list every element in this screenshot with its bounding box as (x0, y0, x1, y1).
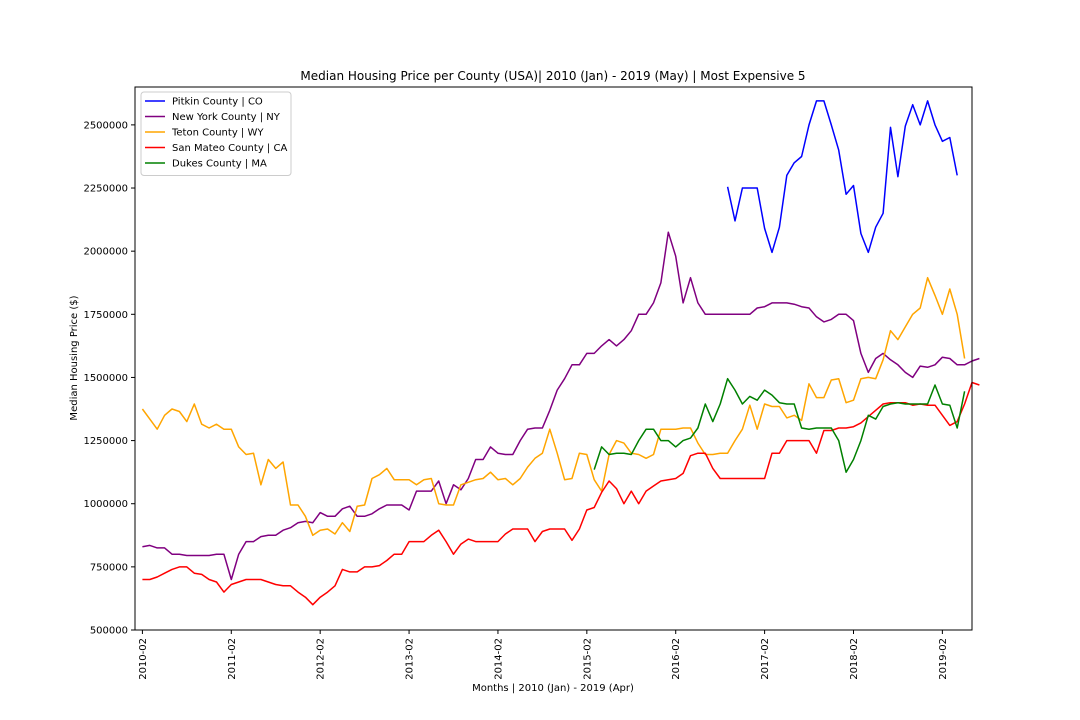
series-line-1 (142, 231, 980, 581)
y-tick-label-1: 750000 (90, 562, 128, 573)
y-tick-label-3: 1250000 (83, 436, 128, 447)
legend-box (140, 91, 292, 176)
x-tick-label-9: 2019-02 (938, 638, 949, 680)
x-tick-label-5: 2015-02 (582, 638, 593, 680)
legend-label-0: Pitkin County | CO (172, 97, 263, 108)
x-tick-label-4: 2014-02 (493, 638, 504, 680)
series-line-0 (726, 100, 958, 254)
x-axis-label: Months | 2010 (Jan) - 2019 (Apr) (472, 683, 634, 694)
legend-label-2: Teton County | WY (171, 128, 264, 139)
y-axis-label: Median Housing Price ($) (69, 295, 80, 420)
x-tick-label-6: 2016-02 (671, 638, 682, 680)
y-tick-label-6: 2000000 (83, 247, 128, 258)
y-tick-label-8: 2500000 (83, 120, 128, 131)
y-tick-label-7: 2250000 (83, 184, 128, 195)
y-tick-label-4: 1500000 (83, 373, 128, 384)
legend-label-1: New York County | NY (172, 112, 281, 123)
y-tick-label-5: 1750000 (83, 310, 128, 321)
y-axis-ticks: 500000 750000 1000000 1250000 1500000 1750000… (83, 120, 135, 637)
x-tick-label-8: 2018-02 (849, 638, 860, 680)
x-tick-label-2: 2012-02 (316, 638, 327, 680)
legend: Pitkin County | CO New York County | NY Te… (140, 91, 292, 176)
x-axis-ticks: 2010-02 2011-02 2012-02 2013-02 2014-02 2015-… (138, 630, 949, 680)
y-tick-label-0: 500000 (90, 626, 128, 637)
y-tick-label-2: 1000000 (83, 499, 128, 510)
legend-label-4: Dukes County | MA (172, 159, 267, 170)
series-lines (141, 100, 980, 606)
x-tick-label-7: 2017-02 (760, 638, 771, 680)
x-tick-label-0: 2010-02 (138, 638, 149, 680)
chart-title: Median Housing Price per County (USA)| 2… (300, 69, 805, 83)
x-tick-label-3: 2013-02 (405, 638, 416, 680)
series-line-4 (593, 377, 966, 473)
series-line-2 (141, 276, 966, 537)
series-line-3 (142, 381, 980, 606)
plot-area-frame (134, 86, 973, 631)
legend-label-3: San Mateo County | CA (172, 143, 287, 154)
x-tick-label-1: 2011-02 (227, 638, 238, 680)
